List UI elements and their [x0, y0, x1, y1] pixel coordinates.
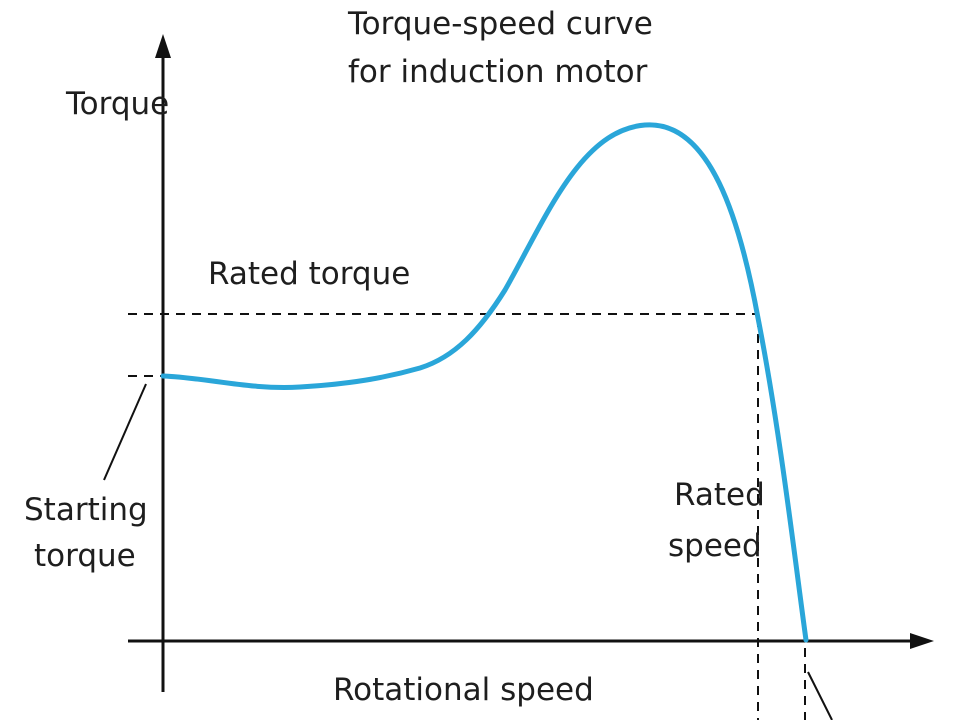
rated-torque-label: Rated torque: [208, 256, 410, 292]
title-line-1: Torque-speed curve: [347, 6, 653, 42]
starting-torque-label-line-1: Starting: [24, 492, 148, 528]
y-axis-arrowhead: [155, 34, 171, 58]
x-axis-label: Rotational speed: [333, 672, 594, 708]
rated-speed-label-line-1: Rated: [674, 477, 765, 513]
title-line-2: for induction motor: [348, 54, 648, 90]
starting-torque-label-line-2: torque: [34, 538, 136, 574]
torque-speed-curve: [160, 122, 809, 643]
x-axis-arrowhead: [910, 633, 934, 649]
y-axis-label: Torque: [65, 86, 169, 122]
rated-speed-label-line-2: speed: [668, 528, 762, 564]
synchronous-speed-pointer: [807, 671, 833, 720]
starting-torque-pointer: [103, 383, 147, 481]
